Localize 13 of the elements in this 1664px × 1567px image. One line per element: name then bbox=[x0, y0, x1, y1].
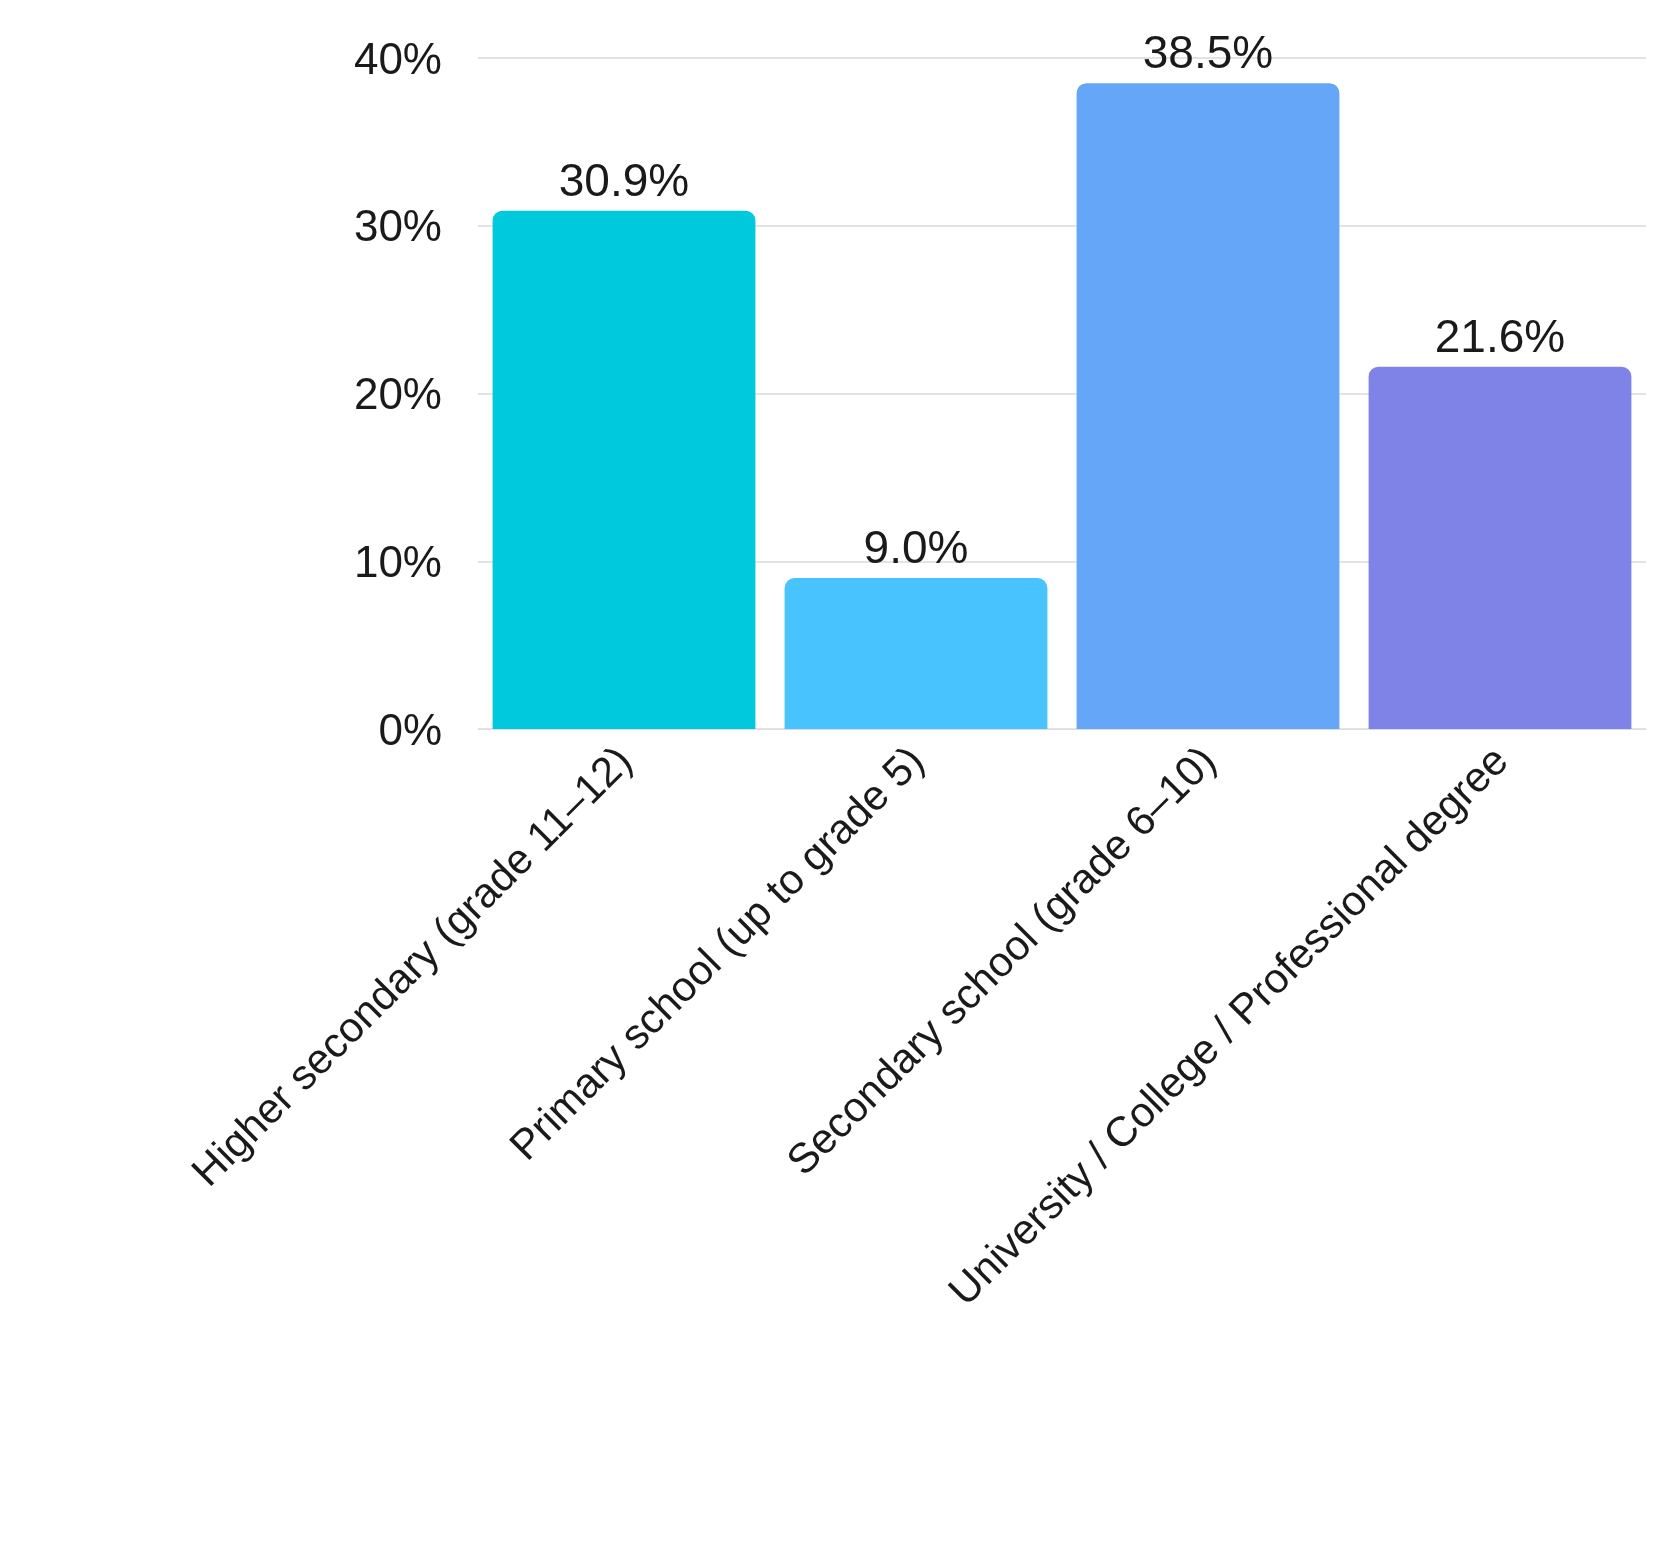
data-label: 9.0% bbox=[863, 521, 969, 574]
y-tick-label: 10% bbox=[353, 536, 442, 586]
y-tick-label: 20% bbox=[353, 369, 442, 418]
bar bbox=[1076, 83, 1340, 729]
data-label: 38.5% bbox=[1142, 26, 1274, 79]
bar bbox=[1368, 366, 1632, 729]
y-tick-label: 30% bbox=[353, 201, 442, 251]
y-tick-label: 40% bbox=[353, 33, 442, 83]
data-label: 30.9% bbox=[558, 153, 690, 206]
data-label: 21.6% bbox=[1434, 309, 1566, 362]
bar bbox=[492, 210, 756, 729]
y-tick-label: 0% bbox=[378, 704, 442, 754]
bar bbox=[784, 578, 1048, 729]
